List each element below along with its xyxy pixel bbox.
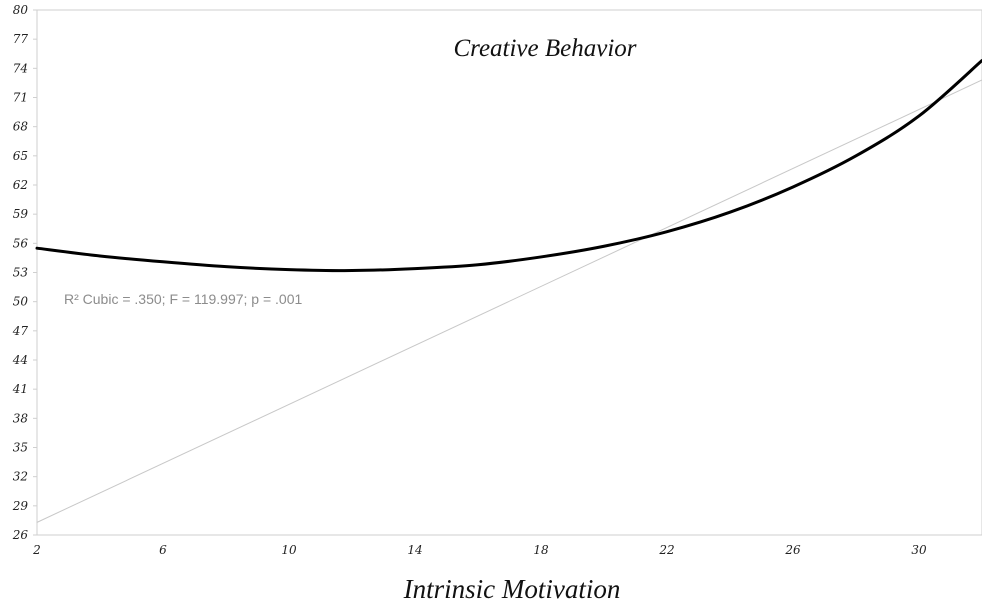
y-tick-label: 77 <box>13 32 29 46</box>
x-tick-label: 10 <box>281 543 297 557</box>
series-layer <box>35 59 982 523</box>
y-tick-label: 53 <box>13 266 29 280</box>
x-tick-label: 6 <box>159 543 167 557</box>
y-tick-label: 59 <box>13 207 29 221</box>
y-tick-label: 38 <box>13 411 29 425</box>
chart-title: Creative Behavior <box>453 35 636 62</box>
cubic-fit-line <box>35 59 982 273</box>
plot-area <box>36 9 982 536</box>
y-tick-label: 71 <box>13 91 28 105</box>
x-tick-label: 26 <box>784 543 801 557</box>
y-tick-label: 32 <box>13 470 28 484</box>
fit-annotation: R² Cubic = .350; F = 119.997; p = .001 <box>64 291 302 307</box>
y-tick-label: 35 <box>13 441 28 455</box>
y-tick-label: 80 <box>13 3 29 17</box>
y-tick-label: 41 <box>12 382 28 396</box>
x-tick-label: 30 <box>911 543 927 557</box>
y-tick-label: 74 <box>13 61 28 75</box>
y-tick-label: 26 <box>12 528 29 542</box>
y-axis-ticks: 26 29 32 35 38 41 44 47 50 53 56 59 62 65 68 71 74 77 80 <box>12 3 37 542</box>
x-tick-label: 14 <box>407 543 422 557</box>
x-tick-label: 18 <box>533 543 549 557</box>
y-tick-label: 62 <box>13 178 28 192</box>
x-tick-label: 2 <box>32 543 41 557</box>
x-axis-ticks: 2 6 10 14 18 22 26 30 <box>32 543 927 557</box>
y-tick-label: 50 <box>13 295 29 309</box>
linear-fit-line <box>36 79 982 523</box>
y-tick-label: 47 <box>12 324 29 338</box>
y-tick-label: 44 <box>12 353 28 367</box>
y-tick-label: 56 <box>13 236 29 250</box>
x-axis-title: Intrinsic Motivation <box>403 574 621 602</box>
x-tick-label: 22 <box>658 543 674 557</box>
y-tick-label: 68 <box>13 120 29 134</box>
y-tick-label: 65 <box>13 149 28 163</box>
y-tick-label: 29 <box>12 499 29 513</box>
